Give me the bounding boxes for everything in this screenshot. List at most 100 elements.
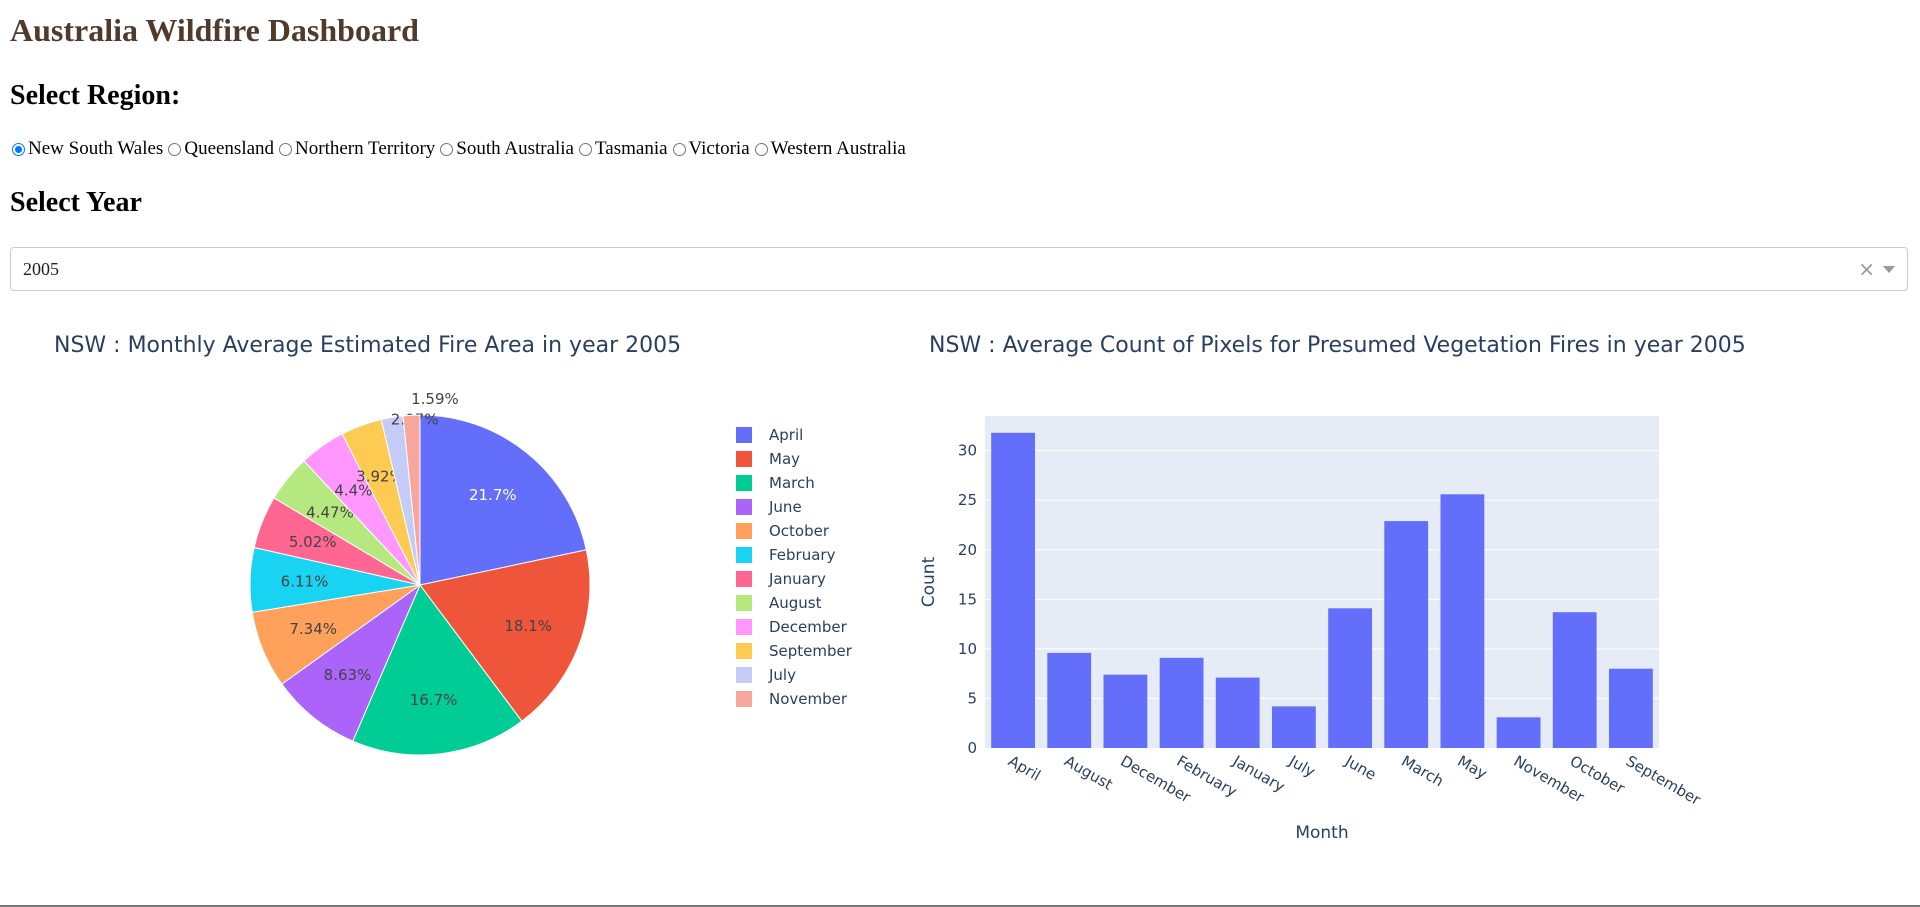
bar-october[interactable] <box>1552 612 1597 748</box>
pie-chart: 21.7% 18.1% 16.7% 8.63% 7.34% 6.11% 5.02% 4.47%… <box>249 390 853 756</box>
legend-swatch-december <box>736 619 752 635</box>
region-radio-group: New South Wales Queensland Northern Terr… <box>12 138 911 160</box>
bottom-divider <box>0 905 1920 907</box>
pie-chart-title: NSW : Monthly Average Estimated Fire Are… <box>54 333 682 358</box>
legend-label-june: June <box>768 498 802 516</box>
bar-june[interactable] <box>1328 608 1372 748</box>
radio-circle[interactable] <box>440 142 454 156</box>
pie-label-june: 8.63% <box>324 666 372 684</box>
legend-swatch-june <box>736 499 752 515</box>
radio-circle-checked[interactable] <box>12 142 25 156</box>
radio-label: Victoria <box>688 138 750 159</box>
clear-icon[interactable]: × <box>1858 257 1875 281</box>
y-axis-title: Count <box>919 556 939 607</box>
bar-september[interactable] <box>1609 668 1653 748</box>
bar-august[interactable] <box>1047 652 1092 748</box>
bar-july[interactable] <box>1272 706 1316 748</box>
radio-south-australia[interactable]: South Australia <box>440 138 574 160</box>
x-tick-label: March <box>1398 752 1447 790</box>
radio-victoria[interactable]: Victoria <box>672 138 750 160</box>
x-tick-label: June <box>1341 751 1379 783</box>
radio-label: Western Australia <box>770 138 906 159</box>
legend-label-november: November <box>769 690 848 708</box>
legend-label-august: August <box>769 594 822 612</box>
legend-swatch-october <box>736 523 752 539</box>
y-tick-label: 15 <box>958 590 977 608</box>
x-tick-label: May <box>1454 752 1490 783</box>
pie-label-december: 4.4% <box>334 482 372 500</box>
legend-label-may: May <box>769 450 800 468</box>
legend-swatch-april <box>736 427 752 443</box>
bar-january[interactable] <box>1215 677 1260 748</box>
legend-label-february: February <box>769 546 836 564</box>
pie-label-march: 16.7% <box>410 691 458 709</box>
radio-label: New South Wales <box>28 138 164 159</box>
radio-label: Queensland <box>184 138 275 159</box>
legend-swatch-august <box>736 595 752 611</box>
bar-april[interactable] <box>991 432 1035 748</box>
bar-november[interactable] <box>1496 717 1541 748</box>
legend-label-october: October <box>769 522 830 540</box>
pie-slice-april[interactable] <box>419 414 587 586</box>
pie-label-february: 6.11% <box>281 573 329 591</box>
legend-label-january: January <box>768 570 826 588</box>
x-tick-label: April <box>1005 752 1044 785</box>
legend-swatch-january <box>736 571 752 587</box>
pie-label-may: 18.1% <box>504 617 552 635</box>
pie-slice-march[interactable] <box>352 584 523 756</box>
year-heading: Select Year <box>10 187 142 218</box>
chevron-down-icon[interactable] <box>1883 265 1895 273</box>
y-tick-label: 0 <box>967 739 977 757</box>
pie-label-april: 21.7% <box>469 486 517 504</box>
x-tick-label: September <box>1623 752 1705 809</box>
radio-western-australia[interactable]: Western Australia <box>754 138 906 160</box>
year-dropdown[interactable]: 2005 × <box>10 247 1908 291</box>
legend-label-march: March <box>769 474 815 492</box>
radio-label: Tasmania <box>595 138 668 159</box>
pie-slice-june[interactable] <box>281 583 422 742</box>
year-dropdown-value: 2005 <box>23 258 59 279</box>
y-tick-label: 5 <box>967 689 977 707</box>
radio-tasmania[interactable]: Tasmania <box>579 138 668 160</box>
radio-new-south-wales[interactable]: New South Wales <box>12 138 163 160</box>
pie-label-october: 7.34% <box>289 620 337 638</box>
radio-label: South Australia <box>456 138 574 159</box>
pie-slice-november[interactable] <box>402 414 421 586</box>
bar-may[interactable] <box>1440 494 1485 748</box>
radio-circle[interactable] <box>672 142 686 156</box>
bar-plot-area <box>985 416 1659 748</box>
legend-swatch-may <box>736 451 752 467</box>
page-title: Australia Wildfire Dashboard <box>10 12 419 48</box>
bar-december[interactable] <box>1103 674 1148 748</box>
legend-swatch-september <box>736 643 752 659</box>
y-tick-label: 20 <box>958 541 977 559</box>
pie-label-january: 5.02% <box>289 533 337 551</box>
pie-label-november: 1.59% <box>411 390 459 408</box>
radio-queensland[interactable]: Queensland <box>168 138 274 160</box>
y-tick-label: 25 <box>958 491 977 509</box>
legend-swatch-july <box>736 667 752 683</box>
legend-swatch-february <box>736 547 752 563</box>
radio-northern-territory[interactable]: Northern Territory <box>279 138 435 160</box>
x-tick-label: July <box>1285 751 1318 781</box>
legend-label-july: July <box>768 666 796 684</box>
x-tick-label: August <box>1061 752 1116 794</box>
legend-swatch-november <box>736 691 752 707</box>
radio-circle[interactable] <box>279 142 293 156</box>
legend-label-december: December <box>769 618 848 636</box>
legend-swatch-march <box>736 475 752 491</box>
bar-march[interactable] <box>1384 521 1429 748</box>
radio-circle[interactable] <box>168 142 182 156</box>
bar-february[interactable] <box>1159 657 1204 748</box>
region-heading: Select Region: <box>10 80 181 111</box>
x-axis-title: Month <box>1295 823 1348 843</box>
pie-slice-may[interactable] <box>419 549 591 722</box>
legend-label-april: April <box>769 426 803 444</box>
pie-label-august: 4.47% <box>306 504 354 522</box>
y-tick-label: 30 <box>958 442 977 460</box>
radio-circle[interactable] <box>579 142 592 156</box>
legend-label-september: September <box>769 642 853 660</box>
y-tick-label: 10 <box>958 640 977 658</box>
radio-circle[interactable] <box>754 142 768 156</box>
